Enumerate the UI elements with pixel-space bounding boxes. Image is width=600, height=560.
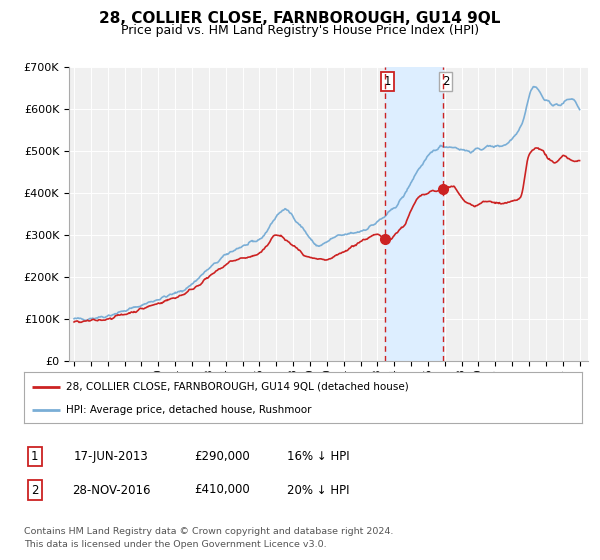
Text: £290,000: £290,000 bbox=[194, 450, 250, 463]
Text: 20% ↓ HPI: 20% ↓ HPI bbox=[287, 483, 349, 497]
Text: £410,000: £410,000 bbox=[194, 483, 250, 497]
Text: 1: 1 bbox=[384, 76, 391, 88]
Text: 28-NOV-2016: 28-NOV-2016 bbox=[72, 483, 150, 497]
Text: 1: 1 bbox=[31, 450, 38, 463]
Text: Contains HM Land Registry data © Crown copyright and database right 2024.: Contains HM Land Registry data © Crown c… bbox=[24, 528, 394, 536]
Text: 2: 2 bbox=[442, 76, 449, 88]
Text: 16% ↓ HPI: 16% ↓ HPI bbox=[287, 450, 349, 463]
Text: 17-JUN-2013: 17-JUN-2013 bbox=[74, 450, 148, 463]
Text: Price paid vs. HM Land Registry's House Price Index (HPI): Price paid vs. HM Land Registry's House … bbox=[121, 24, 479, 36]
Text: 28, COLLIER CLOSE, FARNBOROUGH, GU14 9QL: 28, COLLIER CLOSE, FARNBOROUGH, GU14 9QL bbox=[100, 11, 500, 26]
Text: 2: 2 bbox=[31, 483, 38, 497]
Bar bbox=[385, 67, 443, 361]
Text: HPI: Average price, detached house, Rushmoor: HPI: Average price, detached house, Rush… bbox=[66, 405, 311, 415]
Text: 28, COLLIER CLOSE, FARNBOROUGH, GU14 9QL (detached house): 28, COLLIER CLOSE, FARNBOROUGH, GU14 9QL… bbox=[66, 381, 409, 391]
Text: This data is licensed under the Open Government Licence v3.0.: This data is licensed under the Open Gov… bbox=[24, 540, 326, 549]
